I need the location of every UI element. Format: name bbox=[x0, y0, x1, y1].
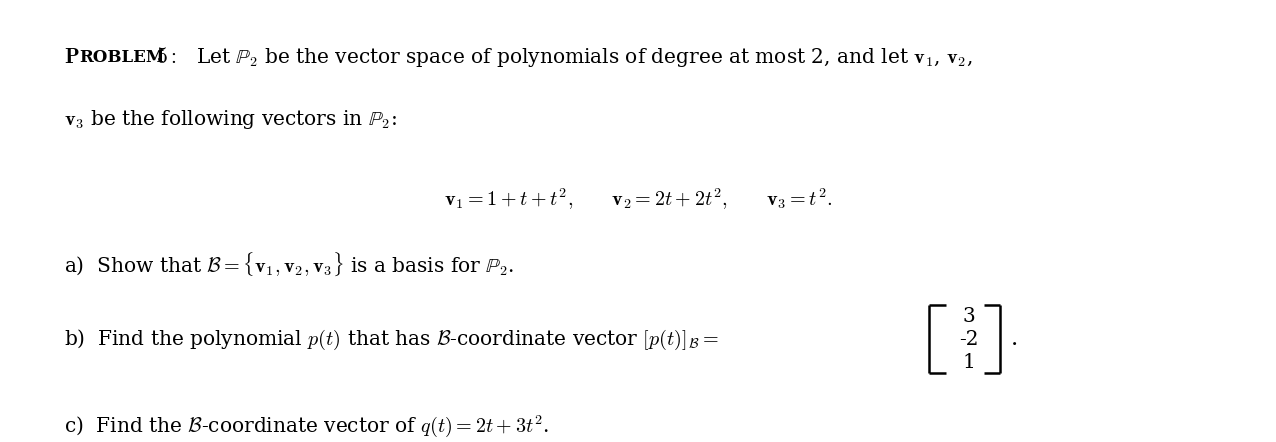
Text: $\mathbf{P}$: $\mathbf{P}$ bbox=[64, 46, 79, 69]
Text: $\mathbf{v}_1 = 1 + t + t^2, \qquad \mathbf{v}_2 = 2t + 2t^2, \qquad \mathbf{v}_: $\mathbf{v}_1 = 1 + t + t^2, \qquad \mat… bbox=[444, 187, 832, 212]
Text: .: . bbox=[1011, 328, 1018, 350]
Text: Let $\mathbb{P}_2$ be the vector space of polynomials of degree at most 2, and l: Let $\mathbb{P}_2$ be the vector space o… bbox=[195, 46, 972, 69]
Text: 3: 3 bbox=[962, 307, 975, 326]
Text: 1: 1 bbox=[962, 353, 975, 372]
Text: ROBLEM: ROBLEM bbox=[79, 49, 165, 65]
Text: -2: -2 bbox=[958, 330, 979, 349]
Text: $\mathbf{5:}$: $\mathbf{5:}$ bbox=[156, 46, 176, 69]
Text: a)  Show that $\mathcal{B} = \{\mathbf{v}_1, \mathbf{v}_2, \mathbf{v}_3\}$ is a : a) Show that $\mathcal{B} = \{\mathbf{v}… bbox=[64, 250, 514, 278]
Text: $\mathbf{v}_3$ be the following vectors in $\mathbb{P}_2$:: $\mathbf{v}_3$ be the following vectors … bbox=[64, 108, 397, 131]
Text: b)  Find the polynomial $p(t)$ that has $\mathcal{B}$-coordinate vector $[p(t)]_: b) Find the polynomial $p(t)$ that has $… bbox=[64, 328, 718, 352]
Text: c)  Find the $\mathcal{B}$-coordinate vector of $q(t) = 2t + 3t^2$.: c) Find the $\mathcal{B}$-coordinate vec… bbox=[64, 413, 549, 439]
